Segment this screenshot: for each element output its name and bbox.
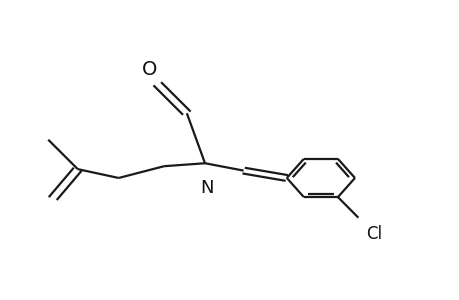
Text: O: O	[141, 60, 157, 79]
Text: N: N	[200, 179, 213, 197]
Text: Cl: Cl	[366, 225, 382, 243]
